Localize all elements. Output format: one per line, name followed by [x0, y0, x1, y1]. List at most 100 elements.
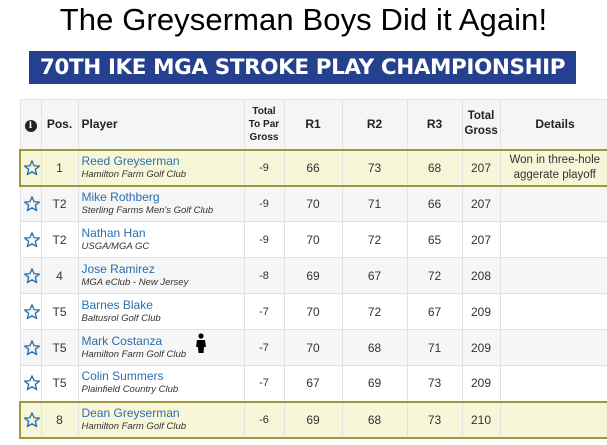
player-cell: Mark Costanza Hamilton Farm Golf Club — [77, 329, 245, 366]
position-cell: T2 — [40, 221, 79, 258]
r3-column-header[interactable]: R3 — [406, 99, 463, 150]
player-name-link[interactable]: Mark Costanza — [81, 333, 163, 348]
player-cell: Reed Greyserman Hamilton Farm Golf Club — [77, 148, 245, 187]
player-cell: Barnes Blake Baltusrol Golf Club — [77, 293, 245, 330]
player-name-link[interactable]: Dean Greyserman — [81, 405, 180, 420]
favorite-star-button[interactable] — [19, 257, 42, 294]
total-cell: 210 — [461, 400, 501, 439]
position-cell: 1 — [40, 148, 79, 187]
player-column-header[interactable]: Player — [77, 99, 245, 150]
favorite-star-button[interactable] — [19, 148, 42, 187]
r1-cell: 70 — [283, 185, 343, 222]
total-cell: 209 — [461, 329, 501, 366]
star-outline-icon[interactable] — [23, 374, 40, 392]
details-cell — [499, 400, 607, 439]
player-club: Plainfield Country Club — [81, 384, 179, 396]
total-cell: 209 — [461, 293, 501, 330]
topar-column-header[interactable]: Total To Par Gross — [243, 99, 285, 150]
r1-cell: 70 — [283, 329, 343, 366]
player-name-link[interactable]: Nathan Han — [81, 225, 146, 240]
info-column-header[interactable]: i — [19, 99, 42, 150]
star-outline-icon[interactable] — [23, 231, 40, 249]
star-outline-icon[interactable] — [23, 159, 41, 177]
r1-cell: 66 — [283, 148, 343, 187]
r3-cell: 72 — [406, 257, 463, 294]
header-row: i Pos. Player Total To Par Gross R1 R2 R… — [19, 99, 607, 150]
favorite-star-button[interactable] — [19, 221, 42, 258]
favorite-star-button[interactable] — [19, 185, 42, 222]
r3-cell: 67 — [406, 293, 463, 330]
info-icon[interactable]: i — [24, 119, 37, 132]
player-cell: Nathan Han USGA/MGA GC — [77, 221, 245, 258]
favorite-star-button[interactable] — [19, 365, 42, 402]
star-outline-icon[interactable] — [23, 267, 40, 285]
details-cell: Won in three-hole aggerate playoff — [499, 148, 607, 187]
r2-cell: 68 — [341, 329, 408, 366]
favorite-star-button[interactable] — [19, 293, 42, 330]
topar-cell: -6 — [243, 400, 285, 439]
details-cell — [499, 185, 607, 222]
position-cell: T5 — [40, 329, 79, 366]
r2-cell: 73 — [341, 148, 408, 187]
player-name-link[interactable]: Colin Summers — [81, 369, 164, 384]
topar-cell: -9 — [243, 185, 285, 222]
details-cell — [499, 293, 607, 330]
leaderboard-table: i Pos. Player Total To Par Gross R1 R2 R… — [19, 99, 607, 439]
player-club: Hamilton Farm Golf Club — [81, 348, 187, 360]
topar-cell: -7 — [243, 329, 285, 366]
r2-column-header[interactable]: R2 — [341, 99, 408, 150]
player-cell: Colin Summers Plainfield Country Club — [77, 365, 245, 402]
total-column-header[interactable]: Total Gross — [461, 99, 501, 150]
player-club: MGA eClub - New Jersey — [81, 276, 189, 288]
headline: The Greyserman Boys Did it Again! — [59, 2, 548, 37]
player-cell: Dean Greyserman Hamilton Farm Golf Club — [77, 400, 245, 439]
player-club: Baltusrol Golf Club — [81, 312, 161, 324]
player-club: USGA/MGA GC — [81, 240, 150, 252]
details-cell — [499, 329, 607, 366]
star-outline-icon[interactable] — [23, 411, 41, 429]
r2-cell: 72 — [341, 293, 408, 330]
player-name-link[interactable]: Jose Ramirez — [81, 261, 155, 276]
r2-cell: 69 — [341, 365, 408, 402]
topar-cell: -7 — [243, 365, 285, 402]
total-cell: 209 — [461, 365, 501, 402]
table-row: 4 Jose Ramirez MGA eClub - New Jersey -8 69 6… — [19, 257, 607, 294]
position-cell: T5 — [40, 293, 79, 330]
table-row: T2 Nathan Han USGA/MGA GC -9 70 72 65 207 — [19, 221, 607, 258]
r3-cell: 65 — [406, 221, 463, 258]
details-cell — [499, 365, 607, 402]
table-row: T5 Mark Costanza Hamilton Farm Golf Club -7… — [19, 329, 607, 366]
favorite-star-button[interactable] — [19, 329, 42, 366]
r3-cell: 73 — [406, 400, 463, 439]
topar-cell: -9 — [243, 148, 285, 187]
total-cell: 207 — [461, 148, 501, 187]
r1-column-header[interactable]: R1 — [283, 99, 343, 150]
r1-cell: 69 — [283, 257, 343, 294]
r2-cell: 68 — [341, 400, 408, 439]
topar-cell: -7 — [243, 293, 285, 330]
position-cell: 8 — [40, 400, 79, 439]
r1-cell: 70 — [283, 221, 343, 258]
star-outline-icon[interactable] — [23, 339, 40, 357]
table-row: T5 Barnes Blake Baltusrol Golf Club -7 70 72 6… — [19, 293, 607, 330]
r2-cell: 67 — [341, 257, 408, 294]
position-cell: T5 — [40, 365, 79, 402]
player-name-link[interactable]: Mike Rothberg — [81, 189, 160, 204]
player-name-link[interactable]: Barnes Blake — [81, 297, 153, 312]
total-cell: 208 — [461, 257, 501, 294]
details-cell — [499, 221, 607, 258]
position-cell: 4 — [40, 257, 79, 294]
r3-cell: 68 — [406, 148, 463, 187]
player-name-link[interactable]: Reed Greyserman — [81, 153, 180, 168]
player-cell: Jose Ramirez MGA eClub - New Jersey — [77, 257, 245, 294]
star-outline-icon[interactable] — [23, 195, 40, 213]
total-cell: 207 — [461, 185, 501, 222]
table-row: 1 Reed Greyserman Hamilton Farm Golf Club -… — [19, 148, 607, 187]
r1-cell: 67 — [283, 365, 343, 402]
table-row: T5 Colin Summers Plainfield Country Club -7… — [19, 365, 607, 402]
position-cell: T2 — [40, 185, 79, 222]
pos-column-header[interactable]: Pos. — [40, 99, 79, 150]
total-cell: 207 — [461, 221, 501, 258]
star-outline-icon[interactable] — [23, 303, 40, 321]
favorite-star-button[interactable] — [19, 400, 42, 439]
